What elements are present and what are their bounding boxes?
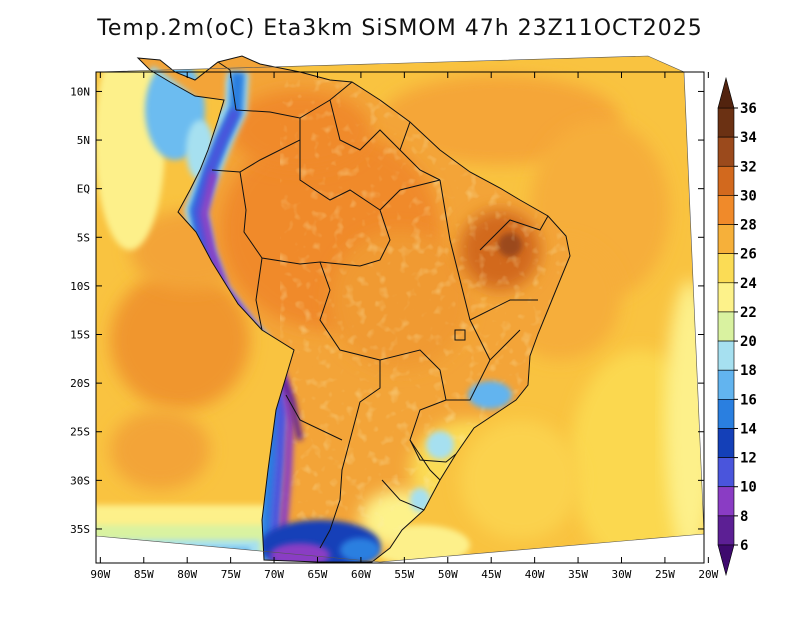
colorbar-label: 12 (740, 451, 757, 467)
colorbar-label: 16 (740, 392, 757, 408)
map-title: Temp.2m(oC) Eta3km SiSMOM 47h 23Z11OCT20… (97, 16, 703, 41)
colorbar-bin (717, 428, 735, 458)
colorbar-bin (717, 107, 735, 138)
colorbar-legend: 36 34 32 30 28 26 24 22 20 18 16 14 12 10 8 6 (717, 76, 757, 577)
colorbar-bin (717, 369, 735, 400)
lat-tick-label: 15S (70, 329, 90, 342)
colorbar-bin (717, 515, 735, 546)
colorbar-label: 20 (740, 334, 757, 350)
colorbar-bin (717, 253, 735, 284)
lon-tick-label: 50W (438, 568, 458, 581)
colorbar-label: 18 (740, 363, 757, 379)
lon-tick-label: 75W (221, 568, 241, 581)
colorbar-label: 26 (740, 247, 757, 263)
latitude-axis: 10N 5N EQ 5S 10S 15S 20S 25S 30S 35S (70, 85, 704, 536)
lat-tick-label: 5S (77, 231, 90, 244)
colorbar-label: 6 (740, 538, 748, 554)
lon-tick-label: 25W (655, 568, 675, 581)
colorbar-bin (717, 195, 735, 225)
colorbar-label: 24 (740, 276, 757, 292)
colorbar-label: 8 (740, 509, 748, 525)
political-borders (137, 55, 571, 563)
colorbar-over-arrow (717, 76, 735, 109)
lon-tick-label: 45W (481, 568, 501, 581)
colorbar-label: 28 (740, 218, 757, 234)
lat-tick-label: EQ (77, 183, 90, 196)
colorbar-bin (717, 311, 735, 342)
lon-tick-label: 70W (264, 568, 284, 581)
lat-tick-label: 30S (70, 474, 90, 487)
colorbar-bin (717, 165, 735, 196)
lat-tick-label: 35S (70, 523, 90, 536)
colorbar-bin (717, 399, 735, 429)
colorbar-label: 22 (740, 305, 757, 321)
lon-tick-label: 55W (394, 568, 414, 581)
colorbar-bin (717, 340, 735, 371)
lat-tick-label: 5N (77, 134, 90, 147)
lon-tick-label: 35W (568, 568, 588, 581)
longitude-axis: 90W 85W 80W 75W 70W 65W 60W 55W 50W 45W 40W 35W 30W 2… (90, 72, 719, 581)
plot-frame (95, 71, 705, 564)
lon-tick-label: 85W (134, 568, 154, 581)
colorbar-label: 30 (740, 188, 757, 204)
colorbar-bin (717, 282, 735, 313)
lat-tick-label: 10N (70, 85, 90, 98)
lon-tick-label: 80W (177, 568, 197, 581)
colorbar-bin (717, 136, 735, 167)
colorbar-label: 10 (740, 480, 757, 496)
colorbar-label: 32 (740, 159, 757, 175)
lat-tick-label: 10S (70, 280, 90, 293)
colorbar-bin (717, 224, 735, 254)
colorbar-under-arrow (717, 544, 735, 577)
lon-tick-label: 20W (698, 568, 718, 581)
lon-tick-label: 40W (525, 568, 545, 581)
colorbar-bin (717, 486, 735, 517)
colorbar-label: 14 (740, 421, 757, 437)
colorbar-label: 36 (740, 101, 757, 117)
lon-tick-label: 30W (612, 568, 632, 581)
lat-tick-label: 20S (70, 377, 90, 390)
lon-tick-label: 90W (90, 568, 110, 581)
lat-tick-label: 25S (70, 426, 90, 439)
colorbar-bin (717, 457, 735, 488)
lon-tick-label: 60W (351, 568, 371, 581)
lon-tick-label: 65W (308, 568, 328, 581)
colorbar-label: 34 (740, 130, 757, 146)
